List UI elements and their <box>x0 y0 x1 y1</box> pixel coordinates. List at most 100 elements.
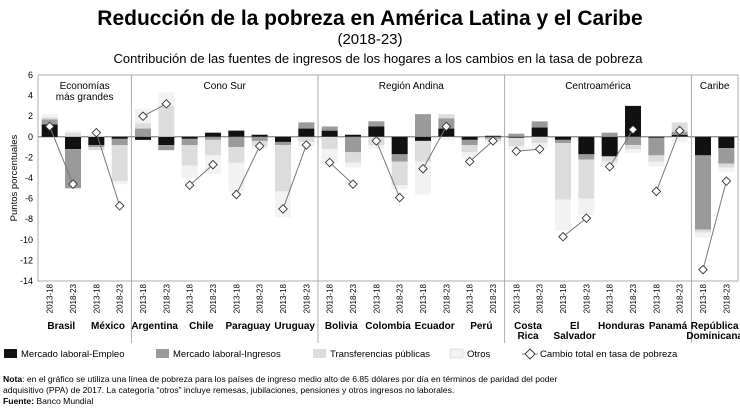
bar-segment-empleo <box>228 130 245 137</box>
country-label: Bolivia <box>325 321 358 332</box>
period-label: 2013-18 <box>372 283 381 313</box>
plot-frame <box>37 74 739 282</box>
bar-segment-transferencias <box>158 105 175 137</box>
total-change-marker <box>44 121 55 132</box>
total-change-line <box>469 140 494 162</box>
total-change-line <box>282 144 307 210</box>
total-change-marker <box>721 176 732 186</box>
bar-segment-otros <box>368 145 385 150</box>
country-label: El Salvador <box>554 321 596 342</box>
total-change-marker <box>68 179 78 190</box>
total-change-marker <box>91 127 102 138</box>
bar-segment-transferencias <box>41 117 58 120</box>
country-label: Panamá <box>649 321 688 332</box>
bar-segment-empleo <box>181 136 198 139</box>
bar-segment-otros <box>181 165 198 178</box>
period-label: 2018-23 <box>162 283 171 313</box>
bar-segment-otros <box>461 152 478 158</box>
bar-segment-transferencias <box>135 123 151 129</box>
total-change-marker <box>254 141 265 151</box>
bar-segment-ingresos <box>415 114 431 137</box>
bar-segment-ingresos <box>555 139 571 143</box>
bar-segment-otros <box>718 167 735 172</box>
bar-segment-otros <box>438 136 455 140</box>
bar-segment-ingresos <box>88 145 105 148</box>
source-text: Banco Mundial <box>34 396 93 406</box>
total-change-marker <box>581 213 592 224</box>
total-change-line <box>189 164 214 186</box>
period-label: 2018-23 <box>489 283 498 313</box>
legend-label-transferencias: Transferencias públicas <box>330 349 430 360</box>
bar-segment-ingresos <box>648 137 665 156</box>
y-tick-label: 0 <box>28 132 33 142</box>
bar-segment-empleo <box>368 126 385 137</box>
y-axis-label: Puntos porcentuales <box>9 134 20 221</box>
bar-segment-otros <box>65 130 81 133</box>
bar-segment-empleo <box>601 136 618 157</box>
bar-segment-transferencias <box>65 132 81 137</box>
bar-segment-transferencias <box>555 142 571 200</box>
bar-segment-transferencias <box>181 145 198 166</box>
bar-segment-transferencias <box>625 145 641 150</box>
total-change-line <box>329 162 354 185</box>
bar-segment-ingresos <box>695 155 711 230</box>
legend-label-empleo: Mercado laboral-Empleo <box>21 349 125 360</box>
bar-segment-ingresos <box>158 145 175 151</box>
bar-segment-otros <box>345 162 361 168</box>
period-label: 2013-18 <box>139 283 148 313</box>
bar-segment-transferencias <box>275 145 291 192</box>
bar-segment-empleo <box>321 130 338 137</box>
y-tick-label: 4 <box>28 91 33 101</box>
bar-segment-otros <box>671 136 688 142</box>
legend-swatch-diamond <box>524 348 536 360</box>
total-change-marker <box>534 144 545 154</box>
country-label: República Dominicana <box>686 321 740 342</box>
country-label: Colombia <box>365 321 411 332</box>
total-change-marker <box>394 192 405 203</box>
period-label: 2013-18 <box>232 283 241 313</box>
bar-segment-transferencias <box>648 155 665 162</box>
total-change-line <box>562 217 587 238</box>
bar-segment-otros <box>41 114 58 118</box>
bar-segment-ingresos <box>718 148 735 164</box>
period-label: 2013-18 <box>326 283 335 313</box>
total-change-marker <box>324 157 335 168</box>
bar-segment-empleo <box>648 136 665 138</box>
bar-segment-transferencias <box>228 147 245 163</box>
period-label: 2013-18 <box>559 283 568 313</box>
country-label: Brasil <box>47 321 75 332</box>
bar-segment-ingresos <box>625 136 641 146</box>
total-change-marker <box>114 200 125 211</box>
bar-segment-transferencias <box>601 156 618 162</box>
period-label: 2013-18 <box>512 283 521 313</box>
period-label: 2018-23 <box>349 283 358 313</box>
period-label: 2013-18 <box>699 283 708 313</box>
total-change-line <box>375 140 401 198</box>
country-label: Perú <box>470 321 492 332</box>
bar-segment-transferencias <box>508 137 525 147</box>
bar-segment-otros <box>648 161 665 167</box>
period-label: 2018-23 <box>116 283 125 313</box>
bar-segment-transferencias <box>718 163 735 168</box>
bar-segment-ingresos <box>65 149 81 189</box>
legend: Mercado laboral-Empleo Mercado laboral-In… <box>4 348 678 360</box>
bar-segment-empleo <box>461 136 478 140</box>
total-change-marker <box>441 121 452 132</box>
region-label: Centroamérica <box>565 81 631 92</box>
legend-label-otros: Otros <box>467 349 490 360</box>
period-label: 2013-18 <box>606 283 615 313</box>
footnote-line-1: Nota: en el gráfico se utiliza una línea… <box>3 374 557 384</box>
bar-segment-ingresos <box>298 122 315 129</box>
bar-segment-empleo <box>438 128 455 137</box>
legend-swatch-empleo <box>4 349 17 358</box>
bar-segment-ingresos <box>205 136 221 140</box>
period-label: 2013-18 <box>466 283 475 313</box>
region-label: Caribe <box>700 81 730 92</box>
country-label: Honduras <box>598 321 645 332</box>
bar-segment-empleo <box>298 128 315 137</box>
bar-segment-ingresos <box>508 133 525 137</box>
bar-segment-empleo <box>88 136 105 146</box>
bar-segment-empleo <box>671 134 688 137</box>
total-change-marker <box>628 124 638 135</box>
